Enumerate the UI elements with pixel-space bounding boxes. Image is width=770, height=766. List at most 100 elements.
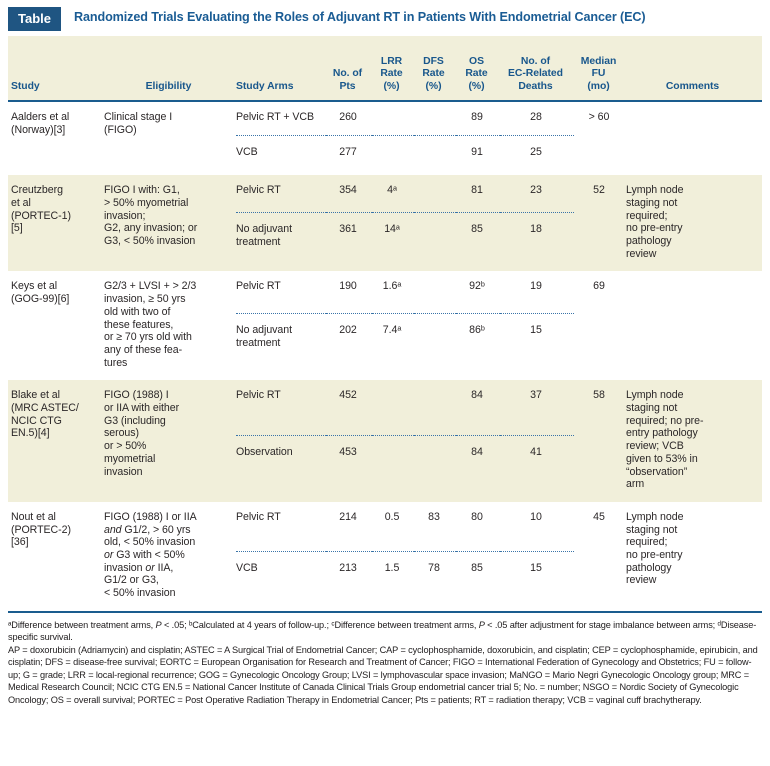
dfs-cell <box>414 435 456 502</box>
deaths-cell: 23 <box>500 175 574 213</box>
eligibility-cell: FIGO (1988) I or IIA and G1/2, > 60 yrs … <box>104 510 197 600</box>
dfs-cell <box>414 175 456 213</box>
study-arm-cell: Observation <box>236 445 293 458</box>
study-arm-cell: Pelvic RT <box>236 175 326 213</box>
fu-cell <box>574 313 626 380</box>
table-row: No adjuvant treatment 202 7.4ᵃ 86ᵇ 15 <box>8 313 762 380</box>
os-cell: 85 <box>471 561 483 574</box>
page: Table Randomized Trials Evaluating the R… <box>8 7 762 707</box>
lrr-cell: 1.6ᵃ <box>372 271 414 314</box>
os-cell: 91 <box>471 145 483 158</box>
lrr-cell: 14ᵃ <box>384 222 400 235</box>
dfs-cell <box>414 313 456 380</box>
comments-cell: Lymph node staging not required; no pre-… <box>626 184 684 260</box>
header-row: Study Eligibility Study Arms No. of Pts … <box>8 36 762 102</box>
study-cell: Blake et al (MRC ASTEC/ NCIC CTG EN.5)[4… <box>11 389 79 440</box>
fu-cell <box>574 551 626 612</box>
study-cell: Keys et al (GOG-99)[6] <box>11 280 70 306</box>
lrr-cell <box>372 135 414 175</box>
fu-cell: 69 <box>593 280 605 293</box>
lrr-cell <box>372 380 414 436</box>
lrr-cell <box>372 435 414 502</box>
fu-cell: 45 <box>593 510 605 523</box>
comments-cell <box>626 271 762 380</box>
dfs-cell <box>414 271 456 314</box>
pts-cell: 277 <box>339 145 357 158</box>
study-arm-cell: Pelvic RT <box>236 501 326 552</box>
table-row: Creutzberg et al (PORTEC-1) [5] FIGO I w… <box>8 175 762 260</box>
table-row: Observation 453 84 41 <box>8 435 762 502</box>
footnote-text: ᵃDifference between treatment arms, P < … <box>8 619 757 643</box>
column-header-dfs-rate: DFS Rate (%) <box>414 36 456 102</box>
eligibility-cell: G2/3 + LVSI + > 2/3 invasion, ≥ 50 yrs o… <box>104 280 197 369</box>
pts-cell: 214 <box>326 501 372 552</box>
column-header-no-of-pts: No. of Pts <box>326 36 372 102</box>
table-row: Aalders et al (Norway)[3] Clinical stage… <box>8 100 762 136</box>
deaths-cell: 10 <box>500 501 574 552</box>
study-group-blake: Blake et al (MRC ASTEC/ NCIC CTG EN.5)[4… <box>8 380 762 502</box>
os-cell: 84 <box>471 445 483 458</box>
dfs-cell <box>414 100 456 136</box>
table-row: Nout et al (PORTEC-2) [36] FIGO (1988) I… <box>8 501 762 599</box>
table-row: VCB 277 91 25 <box>8 135 762 175</box>
eligibility-cell: Clinical stage I (FIGO) <box>104 110 173 136</box>
pts-cell: 202 <box>339 323 357 336</box>
lrr-cell: 7.4ᵃ <box>382 323 402 336</box>
os-cell: 92ᵇ <box>456 271 500 314</box>
dfs-cell <box>414 212 456 271</box>
study-arm-cell: No adjuvant treatment <box>236 222 292 248</box>
study-arm-cell: VCB <box>236 145 258 158</box>
column-header-study-arms: Study Arms <box>236 36 326 102</box>
os-cell: 86ᵇ <box>469 323 485 336</box>
table-row: No adjuvant treatment 361 14ᵃ 85 18 <box>8 212 762 271</box>
pts-cell: 452 <box>326 380 372 436</box>
lrr-cell: 1.5 <box>384 561 400 574</box>
column-header-study: Study <box>8 36 104 102</box>
study-arm-cell: Pelvic RT + VCB <box>236 100 326 136</box>
column-header-os-rate: OS Rate (%) <box>456 36 500 102</box>
deaths-cell: 15 <box>530 561 542 574</box>
deaths-cell: 15 <box>530 323 542 336</box>
study-group-nout: Nout et al (PORTEC-2) [36] FIGO (1988) I… <box>8 501 762 612</box>
study-group-keys: Keys et al (GOG-99)[6] G2/3 + LVSI + > 2… <box>8 271 762 380</box>
deaths-cell: 18 <box>530 222 542 235</box>
dfs-cell <box>414 135 456 175</box>
pts-cell: 354 <box>326 175 372 213</box>
trials-table: Study Eligibility Study Arms No. of Pts … <box>8 36 762 613</box>
dfs-cell: 78 <box>428 561 440 574</box>
os-cell: 84 <box>456 380 500 436</box>
os-cell: 80 <box>456 501 500 552</box>
study-arm-cell: Pelvic RT <box>236 380 326 436</box>
study-group-aalders: Aalders et al (Norway)[3] Clinical stage… <box>8 100 762 175</box>
comments-cell: Lymph node staging not required; no pre-… <box>626 510 684 587</box>
deaths-cell: 37 <box>500 380 574 436</box>
study-group-creutzberg: Creutzberg et al (PORTEC-1) [5] FIGO I w… <box>8 175 762 272</box>
fu-cell <box>574 212 626 271</box>
table-badge: Table <box>8 7 61 31</box>
title-bar: Table Randomized Trials Evaluating the R… <box>8 7 762 31</box>
column-header-median-fu: Median FU (mo) <box>574 36 626 102</box>
table-row: Keys et al (GOG-99)[6] G2/3 + LVSI + > 2… <box>8 271 762 369</box>
lrr-cell <box>372 100 414 136</box>
study-arm-cell: No adjuvant treatment <box>236 323 292 349</box>
fu-cell: > 60 <box>588 110 610 123</box>
table-title: Randomized Trials Evaluating the Roles o… <box>74 10 646 24</box>
fu-cell: 52 <box>593 184 605 197</box>
dfs-cell: 83 <box>414 501 456 552</box>
study-arm-cell: VCB <box>236 561 258 574</box>
footnotes-section: ᵃDifference between treatment arms, P < … <box>8 619 762 707</box>
deaths-cell: 41 <box>530 445 542 458</box>
lrr-cell: 0.5 <box>372 501 414 552</box>
abbreviations-text: AP = doxorubicin (Adriamycin) and cispla… <box>8 644 758 705</box>
comments-cell: Lymph node staging not required; no pre-… <box>626 389 704 491</box>
eligibility-cell: FIGO (1988) I or IIA with either G3 (inc… <box>104 389 180 478</box>
eligibility-cell: FIGO I with: G1, > 50% myometrial invasi… <box>104 184 198 248</box>
os-cell: 85 <box>471 222 483 235</box>
column-header-comments: Comments <box>626 36 762 102</box>
deaths-cell: 28 <box>500 100 574 136</box>
table-row: Blake et al (MRC ASTEC/ NCIC CTG EN.5)[4… <box>8 380 762 490</box>
os-cell: 81 <box>456 175 500 213</box>
table-header: Study Eligibility Study Arms No. of Pts … <box>8 36 762 102</box>
study-cell: Creutzberg et al (PORTEC-1) [5] <box>11 184 71 235</box>
os-cell: 89 <box>456 100 500 136</box>
